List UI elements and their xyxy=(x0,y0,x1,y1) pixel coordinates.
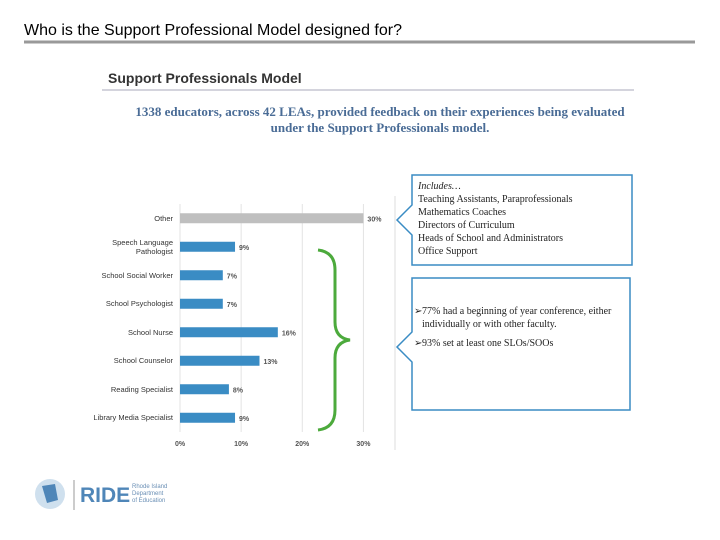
bullet-row: ➢ 77% had a beginning of year conference,… xyxy=(414,305,619,331)
data-label: 13% xyxy=(263,359,278,366)
category-label: Other xyxy=(154,213,173,223)
logo-line: Department xyxy=(132,491,164,497)
panel-heading: Support Professionals Model xyxy=(108,70,302,86)
callout-box xyxy=(395,277,631,411)
callout-line: Teaching Assistants, Paraprofessionals xyxy=(418,194,573,205)
callout-heading: Includes… xyxy=(418,181,461,192)
logo-org: Rhode Island Department of Education xyxy=(132,484,167,505)
category-label: School Psychologist xyxy=(105,299,173,309)
data-label: 9% xyxy=(239,416,250,423)
bullet-row: ➢ 93% set at least one SLOs/SOOs xyxy=(414,338,554,349)
slide-title: Who is the Support Professional Model de… xyxy=(24,22,402,39)
panel-subtitle: 1338 educators, across 42 LEAs, provided… xyxy=(135,104,625,135)
logo-line: Rhode Island xyxy=(132,484,168,490)
callout-line: Office Support xyxy=(418,246,478,257)
data-label: 7% xyxy=(227,302,238,309)
callout-line: Heads of School and Administrators xyxy=(418,233,563,244)
bar xyxy=(180,241,236,252)
callout-text: ➢ 77% had a beginning of year conference,… xyxy=(414,305,619,350)
bullet: 77% had a beginning of year conference, … xyxy=(422,306,612,330)
bar xyxy=(180,412,236,423)
bar xyxy=(180,270,223,281)
data-label: 30% xyxy=(367,216,382,223)
callout-text: Includes… Teaching Assistants, Paraprofe… xyxy=(418,180,573,258)
data-label: 7% xyxy=(227,273,238,280)
logo-line: of Education xyxy=(132,498,166,504)
bar xyxy=(180,384,229,395)
x-tick-label: 10% xyxy=(234,441,249,448)
x-tick-label: 20% xyxy=(295,441,310,448)
callout-line: Mathematics Coaches xyxy=(418,207,507,218)
category-label: Library Media Specialist xyxy=(93,413,173,423)
callout-box xyxy=(395,174,633,266)
logo-name: RIDE xyxy=(80,484,130,507)
logo-icon xyxy=(42,484,58,503)
category-label: School Social Worker xyxy=(101,270,173,280)
bar xyxy=(180,213,364,224)
category-label: Speech Language Pathologist xyxy=(112,237,173,256)
bar xyxy=(180,298,223,309)
category-label: School Nurse xyxy=(127,327,173,337)
bar xyxy=(180,355,260,366)
bullet: 93% set at least one SLOs/SOOs xyxy=(422,338,554,349)
brace xyxy=(317,248,351,432)
category-label: School Counselor xyxy=(113,356,173,366)
category-label: Reading Specialist xyxy=(110,384,173,394)
data-label: 8% xyxy=(233,387,244,394)
bar xyxy=(180,327,278,338)
data-label: 9% xyxy=(239,245,250,252)
data-label: 16% xyxy=(282,330,297,337)
x-tick-label: 30% xyxy=(356,441,371,448)
x-tick-label: 0% xyxy=(175,441,186,448)
callout-line: Directors of Curriculum xyxy=(418,220,515,231)
